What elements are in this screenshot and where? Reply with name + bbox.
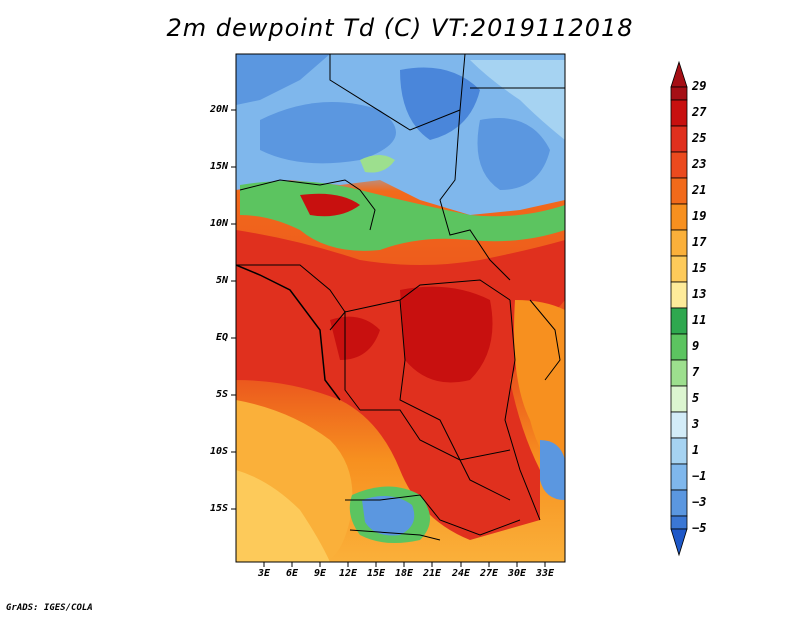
colorbar-label: 25 (692, 131, 707, 145)
colorbar-swatch (670, 437, 688, 465)
lat-label: 5S (215, 389, 228, 400)
lon-label: 12E (338, 568, 358, 579)
colorbar-label: 7 (692, 365, 700, 379)
colorbar-swatch (670, 359, 688, 387)
lon-label: 33E (535, 568, 555, 579)
colorbar-top-arrow (670, 60, 688, 88)
colorbar-label: 15 (692, 261, 707, 275)
map-field (236, 54, 565, 562)
map-frame (235, 53, 566, 563)
colorbar-swatch (670, 463, 688, 491)
colorbar-label: 11 (692, 313, 707, 327)
colorbar-swatch (670, 203, 688, 231)
colorbar (670, 60, 688, 557)
colorbar-label: 3 (692, 417, 700, 431)
colorbar-label: −1 (692, 469, 707, 483)
colorbar-label: 19 (692, 209, 707, 223)
colorbar-swatch (670, 515, 688, 530)
colorbar-bottom-arrow (670, 528, 688, 557)
lat-label: 5N (215, 275, 228, 286)
colorbar-label: −3 (692, 495, 707, 509)
lon-label: 27E (479, 568, 499, 579)
colorbar-label: 17 (692, 235, 707, 249)
colorbar-swatch (670, 307, 688, 335)
colorbar-label: 9 (692, 339, 700, 353)
lat-label: EQ (215, 332, 228, 343)
lat-label: 15S (209, 503, 228, 514)
chart-title: 2m dewpoint Td (C) VT:2019112018 (166, 14, 634, 42)
colorbar-label: 21 (692, 183, 707, 197)
colorbar-label: 23 (692, 157, 707, 171)
lon-label: 21E (422, 568, 442, 579)
colorbar-swatch (670, 99, 688, 127)
colorbar-label: 5 (692, 391, 700, 405)
colorbar-swatch (670, 151, 688, 179)
lon-label: 9E (313, 568, 327, 579)
lon-label: 15E (366, 568, 386, 579)
colorbar-swatch (670, 411, 688, 439)
lat-label: 10S (209, 446, 228, 457)
colorbar-label: 13 (692, 287, 707, 301)
lon-label: 30E (507, 568, 527, 579)
lat-label: 15N (209, 161, 228, 172)
colorbar-swatch (670, 125, 688, 153)
colorbar-label: −5 (692, 521, 707, 535)
colorbar-label: 1 (692, 443, 700, 457)
lon-label: 3E (257, 568, 271, 579)
lat-label: 10N (209, 218, 228, 229)
colorbar-swatch (670, 86, 688, 101)
colorbar-swatch (670, 333, 688, 361)
colorbar-swatch (670, 489, 688, 517)
colorbar-label: 29 (692, 79, 707, 93)
colorbar-label: 27 (692, 105, 707, 119)
colorbar-swatch (670, 229, 688, 257)
grads-credit: GrADS: IGES/COLA (6, 603, 93, 613)
lon-label: 24E (451, 568, 471, 579)
lon-label: 6E (285, 568, 299, 579)
colorbar-swatch (670, 281, 688, 309)
colorbar-swatch (670, 177, 688, 205)
colorbar-swatch (670, 385, 688, 413)
colorbar-swatch (670, 255, 688, 283)
lat-label: 20N (209, 104, 228, 115)
lon-label: 18E (394, 568, 414, 579)
